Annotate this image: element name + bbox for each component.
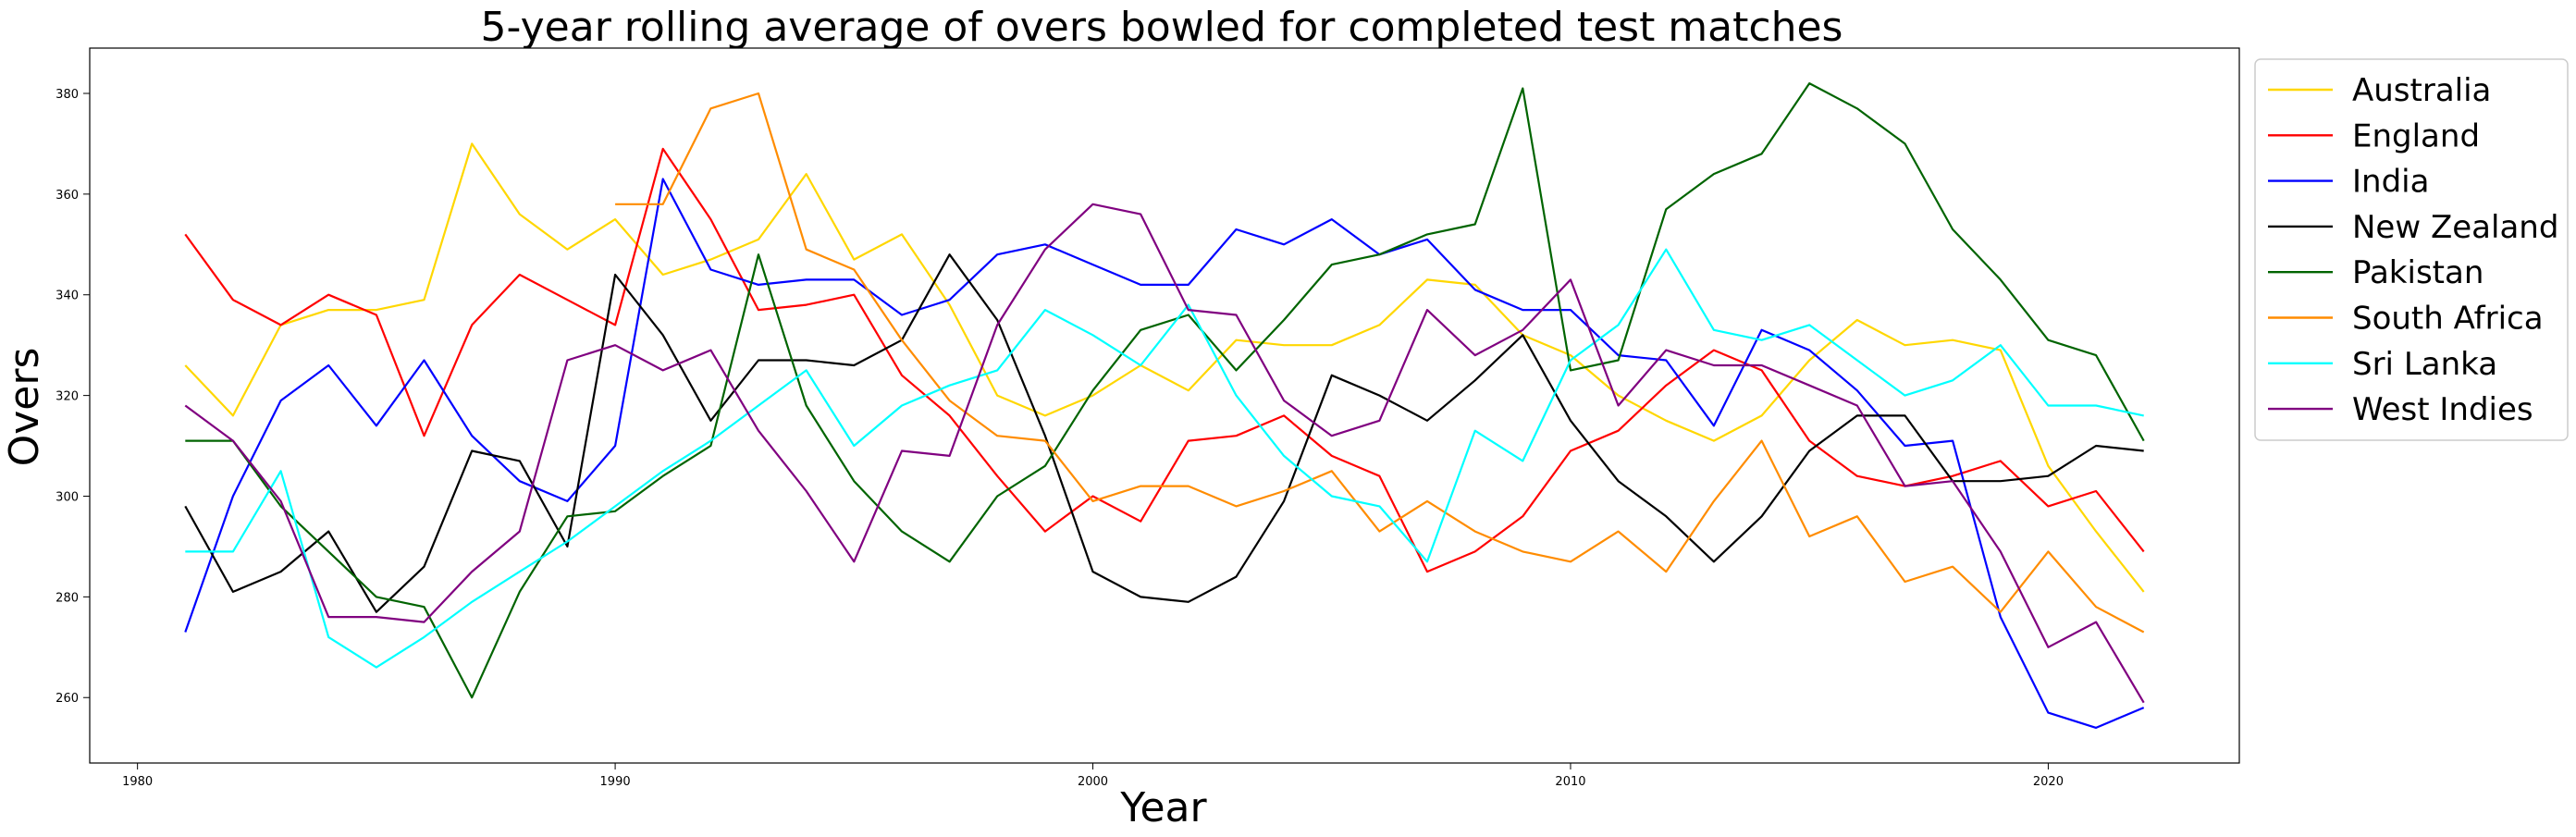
series-line-new-zealand [184, 253, 2144, 613]
legend-label-pakistan: Pakistan [2352, 254, 2484, 291]
y-tick-label: 360 [55, 189, 79, 203]
legend-label-new-zealand: New Zealand [2352, 209, 2558, 246]
x-axis: 1980 1990 2000 2010 2020 [122, 763, 2064, 789]
x-tick-label: 2000 [1078, 775, 1108, 789]
y-axis: 260 280 300 320 340 360 380 [55, 88, 90, 706]
x-tick-label: 1990 [600, 775, 631, 789]
series-line-england [184, 147, 2145, 573]
plot-area [89, 47, 2240, 764]
y-tick-label: 300 [55, 490, 79, 504]
x-tick-label: 2010 [1555, 775, 1585, 789]
series-line-south-africa [615, 92, 2145, 634]
series-line-sri-lanka [185, 248, 2144, 669]
legend-label-west-indies: West Indies [2352, 391, 2533, 428]
x-tick-label: 2020 [2033, 775, 2064, 789]
y-tick-label: 280 [55, 591, 79, 605]
series-layer [184, 82, 2145, 729]
y-tick-label: 340 [55, 289, 79, 303]
series-line-australia [184, 142, 2145, 593]
legend-label-south-africa: South Africa [2352, 301, 2544, 338]
legend-label-india: India [2352, 164, 2429, 201]
x-axis-title: Year [1119, 784, 1207, 831]
y-tick-label: 380 [55, 88, 79, 102]
y-axis-title: Overs [1, 348, 48, 467]
series-line-pakistan [185, 82, 2145, 699]
legend-label-sri-lanka: Sri Lanka [2352, 346, 2497, 383]
series-line-india [184, 178, 2145, 729]
legend-label-england: England [2352, 117, 2480, 154]
legend-box [2254, 58, 2569, 441]
chart-title: 5-year rolling average of overs bowled f… [481, 4, 1843, 51]
legend: Australia England India New Zealand Pakistan… [2254, 58, 2569, 441]
legend-label-australia: Australia [2352, 72, 2491, 109]
y-tick-label: 320 [55, 390, 79, 404]
y-tick-label: 260 [55, 692, 79, 706]
x-tick-label: 1980 [122, 775, 153, 789]
series-line-west-indies [184, 203, 2145, 704]
